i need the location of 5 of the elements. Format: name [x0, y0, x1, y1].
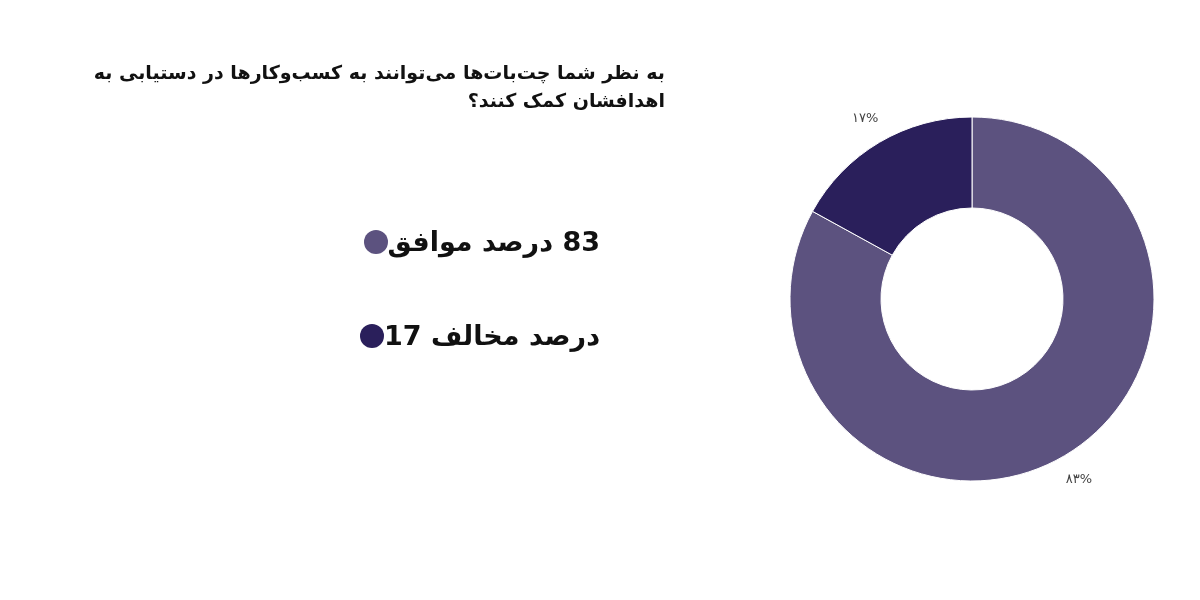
data-label: ۱۷% — [851, 109, 879, 125]
chart-title: به نظر شما چت‌بات‌ها می‌توانند به کسب‌وکارها در دستیابی به اهدافشان کمک کنند؟ — [92, 60, 665, 113]
legend-label: درصد مخالف 17 — [383, 320, 600, 351]
legend-label: 83 درصد موافق — [387, 226, 600, 257]
data-label: ۸۳% — [1065, 471, 1093, 487]
